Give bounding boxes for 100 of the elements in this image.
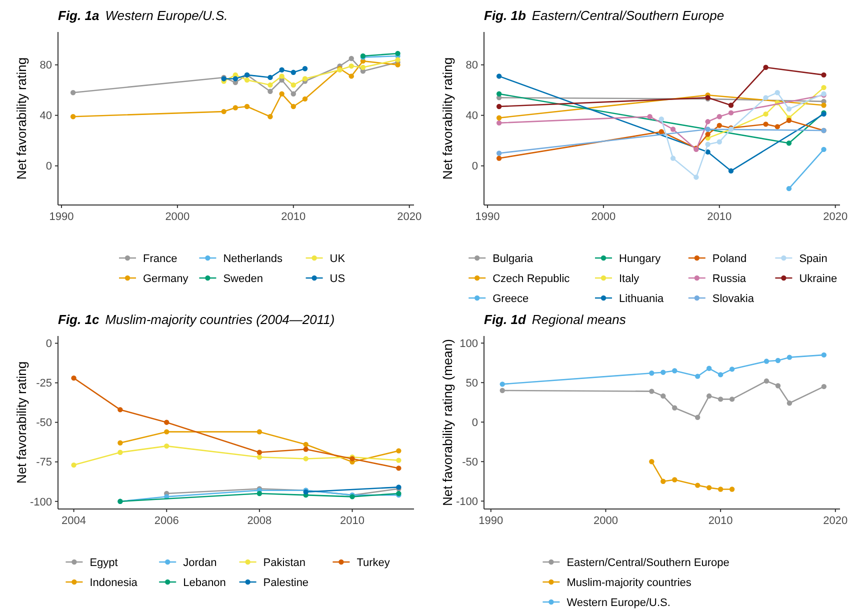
legend-label: Eastern/Central/Southern Europe	[566, 556, 730, 569]
point	[716, 139, 722, 144]
point	[716, 122, 722, 128]
point	[716, 114, 722, 120]
point	[718, 486, 724, 492]
point	[70, 90, 76, 96]
point	[821, 352, 827, 358]
legend-label: Poland	[712, 252, 747, 265]
x-tick-label: 2006	[154, 515, 179, 527]
point	[647, 114, 652, 120]
legend-label: Netherlands	[223, 252, 284, 265]
point	[706, 485, 712, 490]
x-tick-label: 2004	[62, 515, 86, 527]
point	[718, 396, 724, 402]
point	[496, 120, 502, 126]
legend-label: UK	[330, 252, 346, 265]
y-tick-label: 80	[40, 60, 52, 72]
point	[694, 174, 699, 180]
point	[256, 429, 262, 434]
chart-title: Fig. 1b	[484, 8, 526, 23]
point	[232, 76, 238, 82]
point	[821, 146, 826, 152]
point	[660, 478, 666, 484]
point	[496, 156, 502, 161]
point	[705, 119, 710, 124]
chart-title: Fig. 1d	[484, 312, 527, 327]
point	[348, 63, 354, 69]
point	[496, 115, 502, 120]
point	[118, 450, 123, 455]
point	[244, 104, 250, 110]
point	[728, 168, 734, 174]
point	[774, 124, 780, 130]
point	[763, 64, 768, 70]
point	[496, 104, 502, 110]
y-axis-title: Net favorability rating	[14, 57, 29, 180]
point	[500, 382, 505, 387]
point	[821, 384, 827, 390]
point	[496, 74, 502, 79]
point	[649, 370, 654, 376]
point	[786, 400, 792, 406]
point	[705, 142, 710, 147]
point	[279, 91, 284, 96]
legend-label: Palestine	[263, 576, 309, 589]
y-axis-title: Net favorability rating	[14, 361, 29, 484]
point	[396, 448, 402, 454]
point	[256, 490, 262, 496]
point	[821, 102, 826, 108]
point	[268, 114, 273, 120]
x-tick-label: 2008	[247, 515, 272, 527]
point	[649, 459, 654, 464]
point	[348, 56, 354, 62]
y-tick-label: 100	[460, 338, 478, 350]
point	[244, 77, 250, 83]
point	[268, 88, 273, 94]
x-tick-label: 2020	[823, 211, 848, 223]
point	[786, 106, 792, 112]
legend-label: Czech Republic	[492, 272, 570, 285]
point	[764, 358, 770, 364]
point	[303, 446, 308, 452]
point	[775, 383, 781, 388]
legend-label: Italy	[619, 272, 640, 285]
legend-label: Sweden	[223, 272, 263, 285]
point	[695, 414, 700, 420]
point	[396, 466, 402, 471]
point	[164, 420, 170, 425]
y-tick-label: 0	[472, 416, 478, 429]
y-tick-label: -50	[462, 456, 478, 468]
legend-label: France	[143, 252, 178, 265]
legend-label: Egypt	[90, 556, 118, 569]
legend-label: Russia	[712, 272, 747, 285]
point	[775, 358, 781, 364]
legend-label: Muslim-majority countries	[566, 576, 692, 589]
point	[658, 116, 664, 122]
y-axis-title: Net favorability rating (mean)	[440, 339, 455, 506]
point	[290, 104, 296, 110]
point	[706, 366, 712, 371]
legend-label: Indonesia	[90, 576, 138, 589]
point	[496, 150, 502, 156]
point	[821, 72, 826, 78]
point	[695, 374, 700, 379]
y-tick-label: -50	[36, 417, 52, 430]
point	[729, 486, 735, 492]
point	[786, 354, 792, 360]
point	[660, 370, 666, 375]
x-tick-label: 2000	[593, 515, 618, 527]
point	[71, 462, 76, 468]
point	[672, 368, 678, 374]
y-tick-label: -100	[456, 496, 478, 508]
x-tick-label: 2000	[591, 211, 616, 223]
point	[395, 57, 400, 62]
y-tick-label: 80	[466, 60, 478, 72]
x-tick-label: 2010	[707, 211, 732, 223]
legend-label: Western Europe/U.S.	[566, 596, 670, 609]
point	[118, 440, 123, 446]
point	[302, 66, 308, 72]
legend-label: Slovakia	[712, 292, 755, 305]
point	[232, 105, 238, 110]
point	[786, 140, 792, 146]
point	[672, 405, 678, 410]
point	[360, 64, 366, 70]
